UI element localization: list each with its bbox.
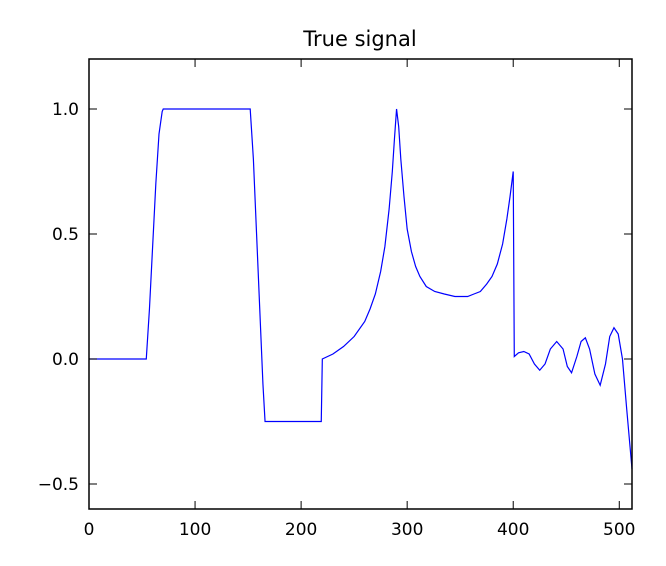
x-tick-label: 300: [391, 520, 423, 540]
x-tick-label: 0: [84, 520, 95, 540]
y-tick-label: 0.5: [52, 225, 79, 245]
chart-title: True signal: [302, 27, 416, 51]
y-tick-label: 0.0: [52, 350, 79, 370]
signal-line: [89, 108, 633, 470]
x-tick-label: 400: [497, 520, 529, 540]
x-tick-label: 200: [285, 520, 317, 540]
y-tick-label: 1.0: [52, 100, 79, 120]
plot-frame: [88, 58, 633, 510]
x-tick-label: 500: [603, 520, 635, 540]
y-tick-label: −0.5: [38, 475, 79, 495]
x-tick-label: 100: [179, 520, 211, 540]
